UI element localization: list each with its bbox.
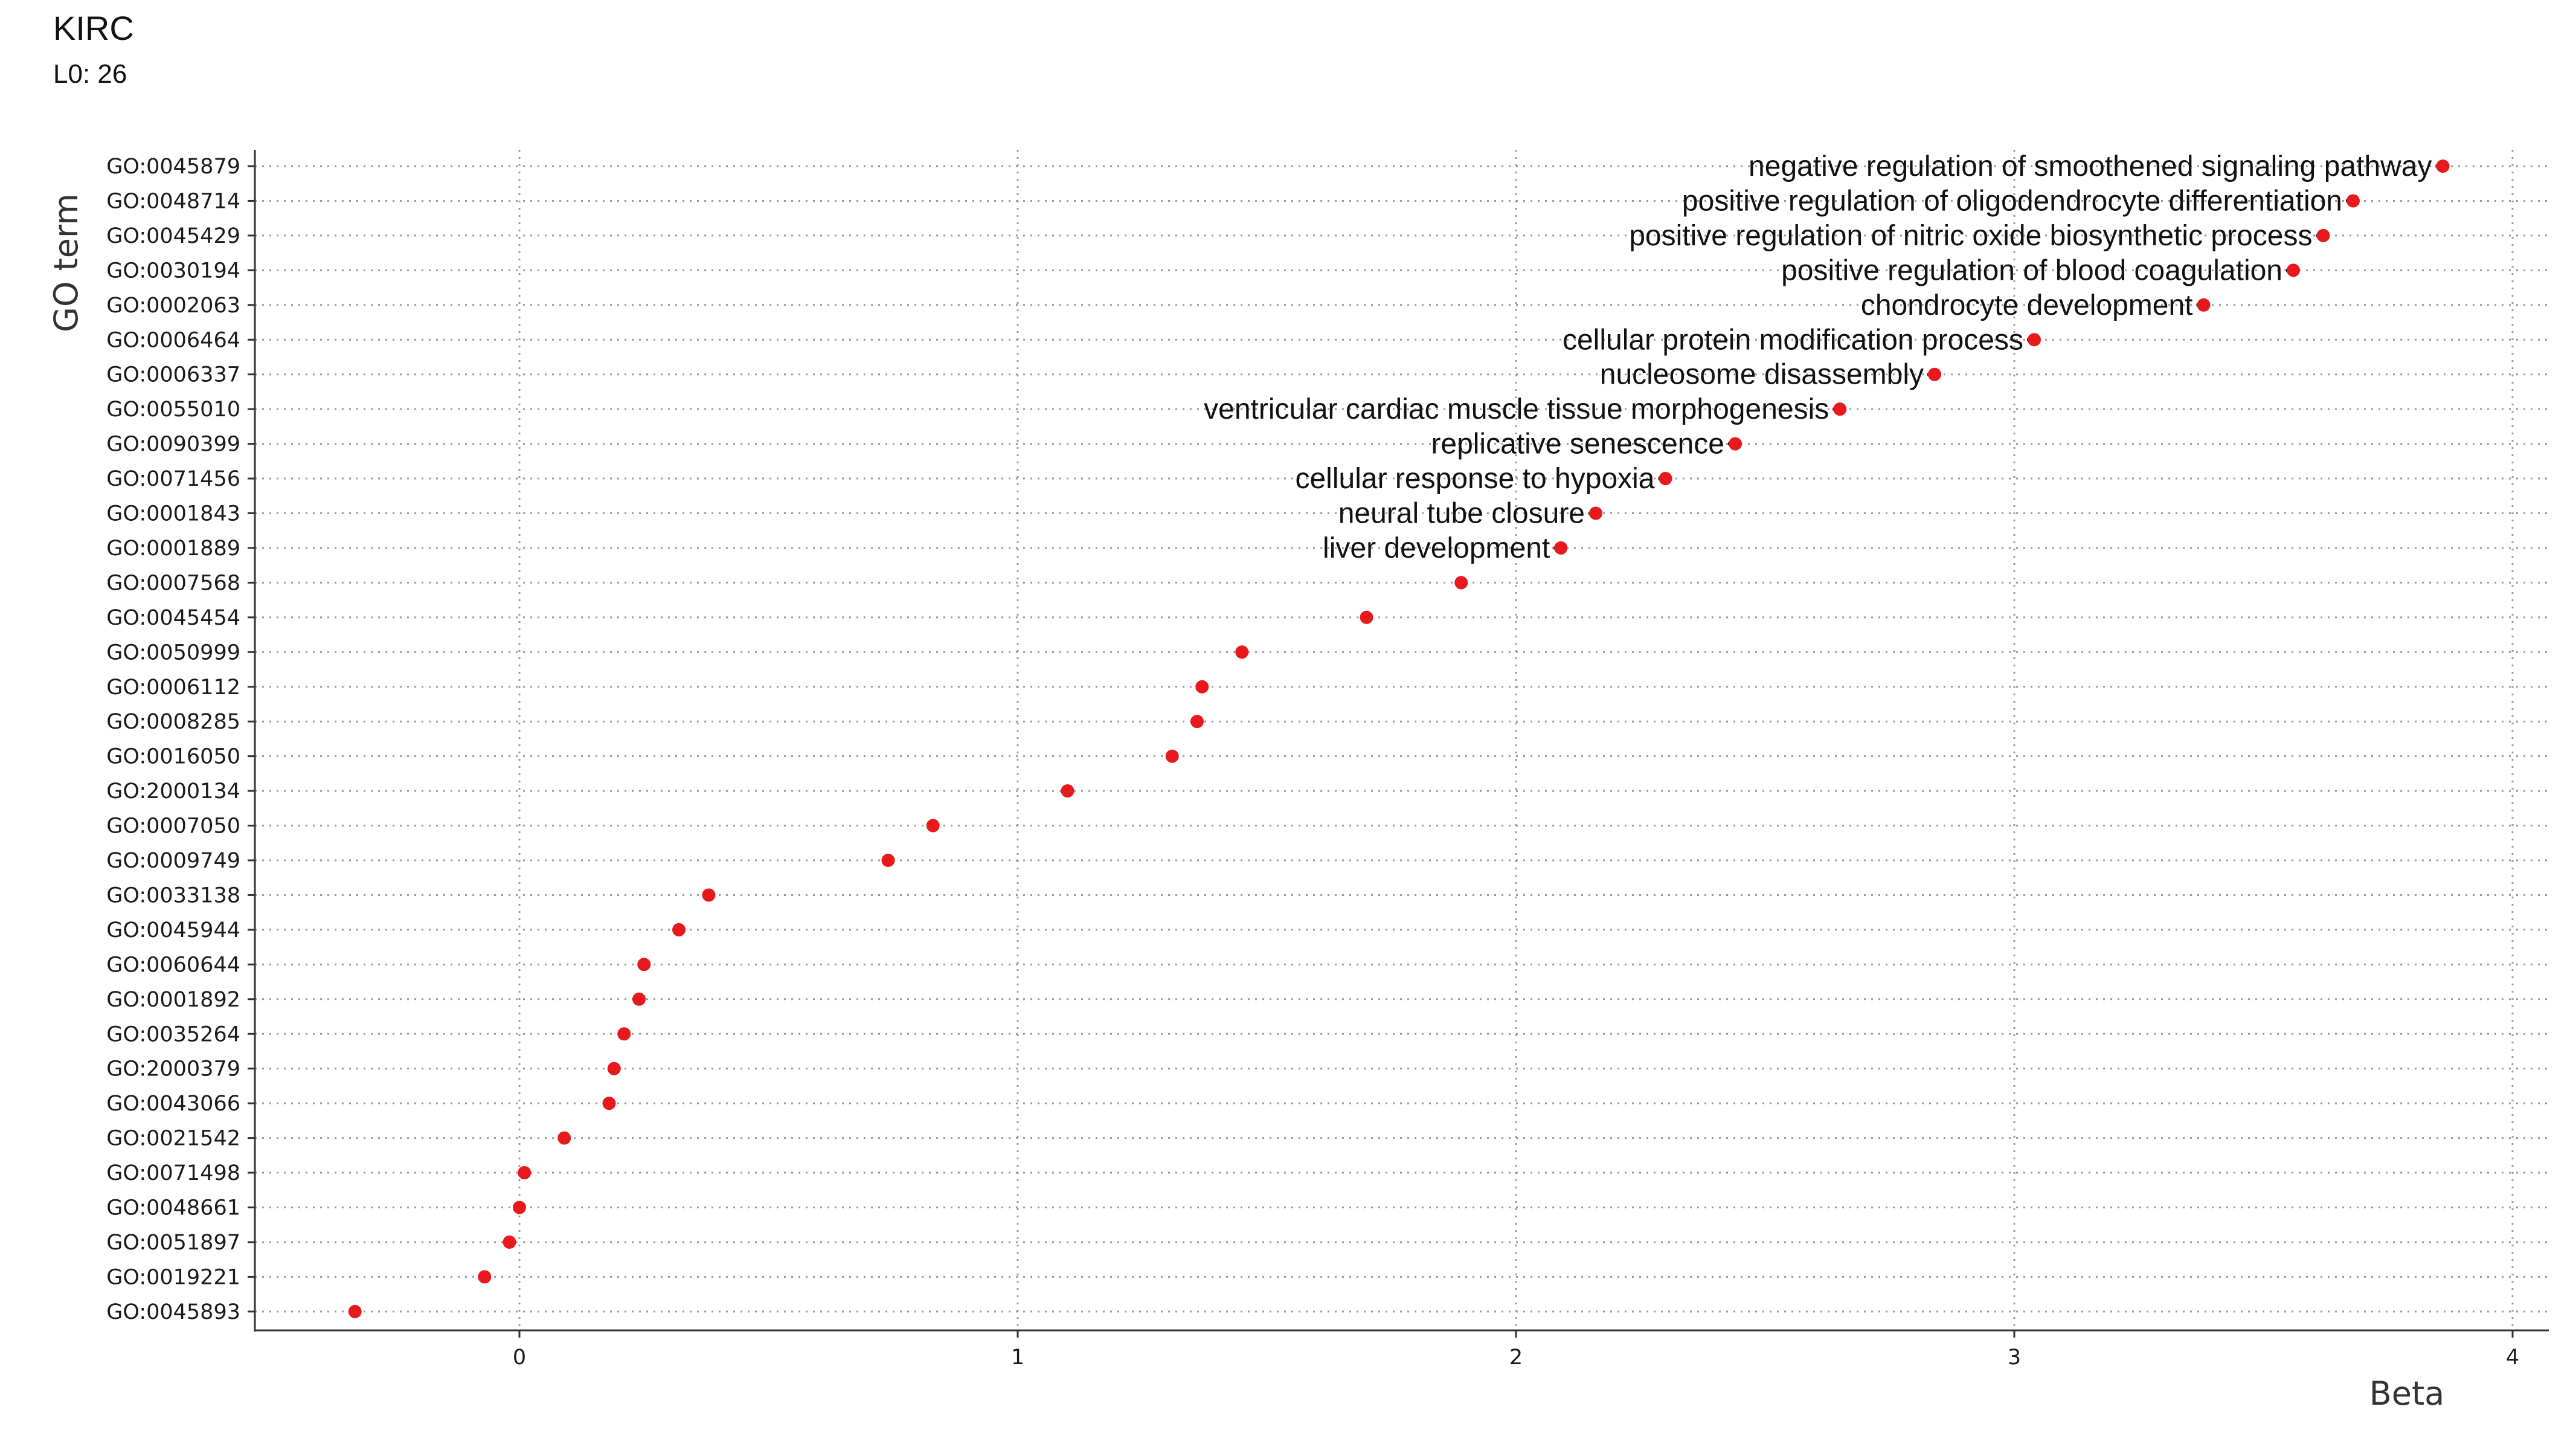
y-tick-label: GO:0035264 xyxy=(106,1022,240,1046)
data-point xyxy=(2316,228,2330,242)
y-tick-label: GO:0016050 xyxy=(106,745,240,769)
x-tick-label: 1 xyxy=(1011,1345,1024,1370)
data-point xyxy=(1190,715,1204,729)
term-description: positive regulation of oligodendrocyte d… xyxy=(1682,185,2342,217)
term-description: ventricular cardiac muscle tissue morpho… xyxy=(1204,393,1829,425)
data-point xyxy=(617,1027,631,1041)
data-point xyxy=(1195,680,1209,694)
term-description: negative regulation of smoothened signal… xyxy=(1749,150,2432,182)
data-point xyxy=(1165,749,1179,763)
term-description: cellular response to hypoxia xyxy=(1295,463,1654,495)
y-tick-label: GO:0021542 xyxy=(106,1127,240,1151)
data-point xyxy=(2287,263,2300,277)
y-tick-label: GO:0030194 xyxy=(106,259,240,283)
data-point xyxy=(1454,576,1468,590)
x-tick-label: 3 xyxy=(2008,1345,2021,1370)
y-tick-label: GO:0007568 xyxy=(106,571,240,595)
data-point xyxy=(513,1200,526,1214)
y-tick-label: GO:0001843 xyxy=(106,502,240,526)
data-point xyxy=(2346,194,2360,208)
y-axis-title: GO term xyxy=(47,193,85,332)
data-point xyxy=(2197,298,2211,312)
y-tick-labels: GO:0045879 GO:0048714 GO:0045429 GO:0030194… xyxy=(106,155,240,1324)
data-point xyxy=(607,1062,621,1075)
y-tick-label: GO:0006337 xyxy=(106,363,240,387)
data-point xyxy=(518,1166,532,1180)
y-tick-label: GO:2000134 xyxy=(106,779,240,804)
y-tick-label: GO:0055010 xyxy=(106,398,240,422)
data-point xyxy=(702,888,716,902)
term-description: liver development xyxy=(1323,532,1550,564)
y-tick-label: GO:0043066 xyxy=(106,1092,240,1116)
data-point xyxy=(1833,402,1847,416)
y-tick-label: GO:0060644 xyxy=(106,953,240,977)
data-point xyxy=(478,1270,492,1284)
y-tick-label: GO:0045454 xyxy=(106,606,240,630)
y-tick-label: GO:0050999 xyxy=(106,640,240,665)
term-description: replicative senescence xyxy=(1431,428,1724,460)
y-tick-label: GO:2000379 xyxy=(106,1057,240,1081)
data-point xyxy=(602,1097,616,1110)
y-tick-label: GO:0006112 xyxy=(106,675,240,700)
data-point xyxy=(1554,541,1568,555)
chart-subtitle: L0: 26 xyxy=(53,59,127,89)
y-tick-label: GO:0045879 xyxy=(106,155,240,179)
data-point xyxy=(881,854,895,867)
data-point xyxy=(348,1304,362,1318)
y-tick-label: GO:0045893 xyxy=(106,1300,240,1324)
data-point xyxy=(1360,610,1373,624)
data-point xyxy=(2436,160,2450,173)
y-tick-label: GO:0048714 xyxy=(106,189,240,213)
grid-lines xyxy=(255,150,2549,1330)
y-tick-label: GO:0006464 xyxy=(106,328,240,352)
y-tick-label: GO:0002063 xyxy=(106,294,240,318)
x-tick-label: 0 xyxy=(513,1345,526,1370)
term-description: positive regulation of blood coagulation xyxy=(1781,254,2282,286)
term-description: nucleosome disassembly xyxy=(1600,359,1924,391)
x-tick-label: 2 xyxy=(1509,1345,1523,1370)
y-tick-label: GO:0045944 xyxy=(106,918,240,942)
x-axis-title: Beta xyxy=(2369,1374,2445,1413)
data-point xyxy=(1061,784,1074,798)
data-point xyxy=(2028,333,2041,347)
y-tick-label: GO:0048661 xyxy=(106,1196,240,1220)
term-description: chondrocyte development xyxy=(1861,289,2193,321)
chart-title: KIRC xyxy=(53,9,134,47)
y-tick-label: GO:0071456 xyxy=(106,467,240,491)
data-point xyxy=(926,819,940,833)
y-tick-label: GO:0008285 xyxy=(106,710,240,734)
x-tick-labels: 0 1 2 3 4 xyxy=(513,1345,2519,1370)
term-description: neural tube closure xyxy=(1338,498,1585,530)
term-description: cellular protein modification process xyxy=(1563,324,2023,356)
data-point xyxy=(1659,472,1672,486)
y-tick-label: GO:0001892 xyxy=(106,988,240,1012)
y-tick-label: GO:0033138 xyxy=(106,883,240,907)
data-point xyxy=(1729,437,1742,451)
data-point xyxy=(1928,367,1941,381)
points xyxy=(348,160,2450,1318)
data-point xyxy=(637,958,651,971)
data-point xyxy=(1235,645,1249,659)
y-tick-label: GO:0001889 xyxy=(106,536,240,561)
y-tick-label: GO:0051897 xyxy=(106,1231,240,1255)
y-tick-label: GO:0045429 xyxy=(106,224,240,248)
y-tick-label: GO:0019221 xyxy=(106,1265,240,1289)
term-description: positive regulation of nitric oxide bios… xyxy=(1629,220,2312,252)
data-point xyxy=(632,992,646,1006)
y-tick-label: GO:0009749 xyxy=(106,849,240,873)
term-descriptions: negative regulation of smoothened signal… xyxy=(1204,150,2432,564)
axes xyxy=(248,150,2549,1338)
y-tick-label: GO:0007050 xyxy=(106,814,240,839)
data-point xyxy=(503,1235,516,1249)
data-point xyxy=(1589,506,1602,520)
y-tick-label: GO:0090399 xyxy=(106,433,240,457)
x-tick-label: 4 xyxy=(2506,1345,2519,1370)
data-point xyxy=(672,923,686,936)
y-tick-label: GO:0071498 xyxy=(106,1161,240,1185)
data-point xyxy=(557,1131,571,1145)
